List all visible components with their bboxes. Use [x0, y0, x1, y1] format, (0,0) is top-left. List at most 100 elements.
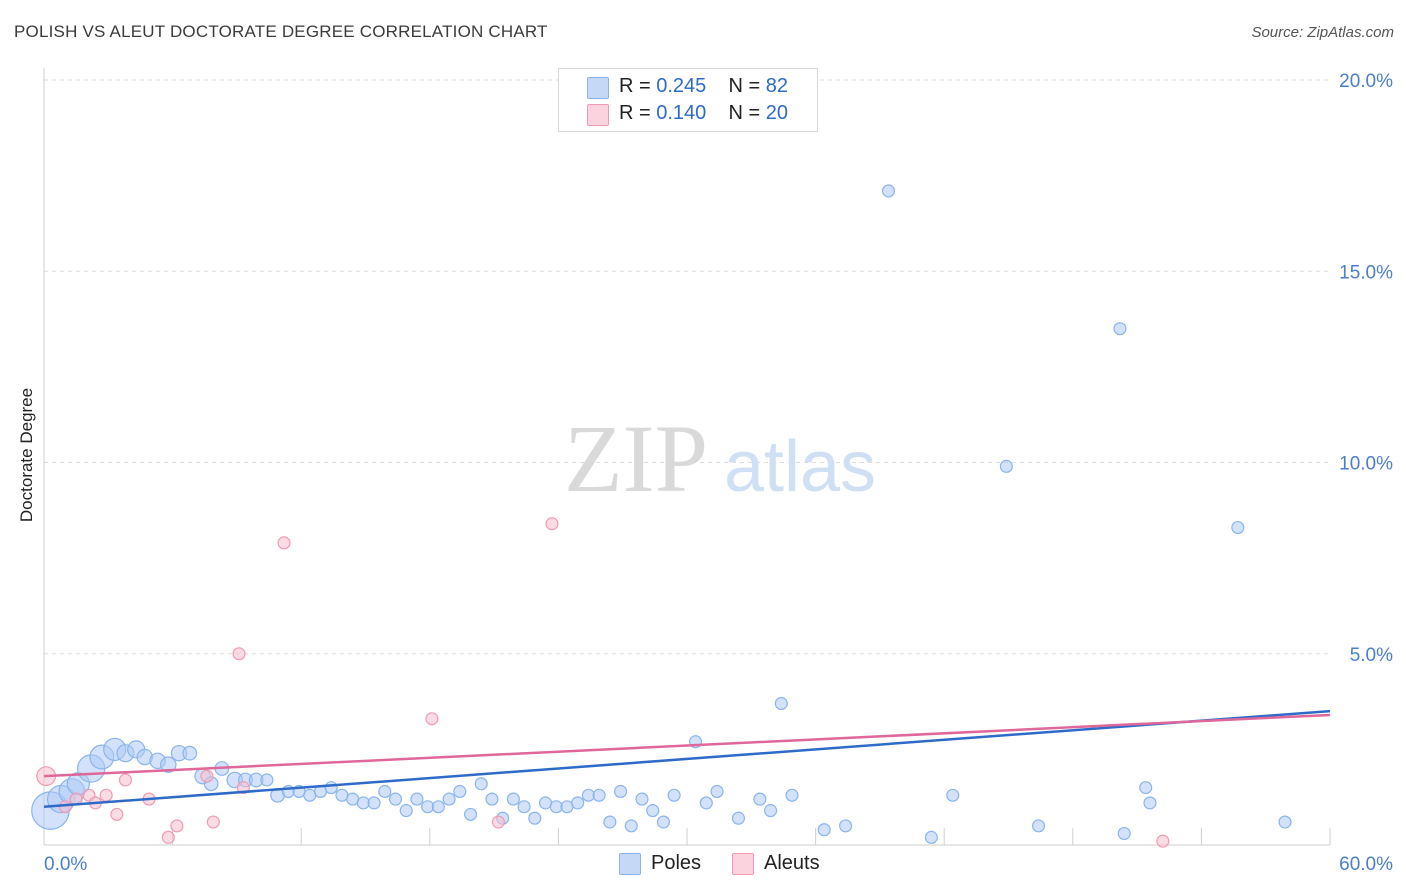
point-poles — [260, 773, 274, 787]
stats-box: R = 0.245 N = 82 R = 0.140 N = 20 — [558, 68, 818, 132]
point-aleuts — [200, 769, 214, 783]
point-aleuts — [425, 712, 439, 726]
point-poles — [442, 792, 456, 806]
point-aleuts — [161, 830, 175, 844]
point-poles — [378, 784, 392, 798]
point-poles — [603, 815, 617, 829]
legend-aleuts-swatch — [732, 853, 754, 875]
point-poles — [1113, 322, 1127, 336]
point-aleuts — [206, 815, 220, 829]
point-poles — [324, 781, 338, 795]
point-poles — [1143, 796, 1157, 810]
point-poles — [881, 184, 896, 198]
point-poles — [1139, 781, 1153, 795]
point-poles — [785, 788, 799, 802]
legend-aleuts-label: Aleuts — [764, 852, 820, 874]
point-poles — [656, 815, 670, 829]
point-poles — [646, 804, 660, 818]
y-tick-label: 5.0% — [1350, 645, 1393, 666]
point-poles — [538, 796, 553, 810]
point-poles — [764, 804, 778, 818]
watermark-zip: ZIP — [564, 405, 708, 512]
poles-r-label: R = — [619, 75, 657, 97]
tick-labels: 5.0% 10.0% 15.0% 20.0% 0.0% 60.0% — [44, 71, 1393, 875]
point-poles — [560, 800, 574, 814]
point-poles — [635, 792, 649, 806]
point-poles — [335, 788, 349, 802]
point-poles — [485, 792, 499, 806]
point-poles — [839, 819, 853, 833]
point-aleuts — [545, 517, 559, 531]
point-poles — [367, 796, 381, 810]
point-poles — [182, 745, 198, 761]
point-poles — [346, 792, 360, 806]
point-poles — [710, 784, 724, 798]
point-poles — [160, 756, 177, 773]
chart-title: POLISH VS ALEUT DOCTORATE DEGREE CORRELA… — [14, 22, 548, 41]
aleuts-n-value: 20 — [765, 102, 789, 124]
point-aleuts — [110, 807, 124, 821]
point-aleuts — [232, 647, 246, 661]
point-poles — [410, 792, 424, 806]
point-poles — [946, 788, 960, 802]
aleuts-r-label: R = — [619, 102, 657, 124]
point-poles — [774, 696, 788, 711]
point-poles — [1031, 819, 1046, 833]
y-tick-label: 10.0% — [1339, 454, 1393, 475]
point-aleuts — [58, 800, 72, 814]
point-aleuts — [1156, 834, 1170, 848]
axes — [43, 68, 1331, 846]
point-poles — [614, 784, 628, 798]
point-poles — [1278, 815, 1292, 829]
watermark: ZIP atlas — [564, 405, 876, 512]
point-poles — [549, 800, 563, 814]
point-poles — [1117, 826, 1131, 841]
y-tick-label: 20.0% — [1339, 71, 1393, 92]
poles-r-value: 0.245 — [656, 75, 707, 97]
point-poles — [421, 800, 435, 814]
poles-n-label: N = — [728, 75, 766, 97]
point-poles — [592, 788, 606, 802]
point-poles — [517, 800, 531, 814]
trend-line-aleuts — [43, 713, 1331, 778]
point-poles — [356, 796, 370, 810]
point-poles — [474, 777, 488, 791]
point-poles — [999, 459, 1013, 473]
point-poles — [506, 792, 520, 806]
legend: Poles Aleuts — [0, 852, 1406, 878]
legend-poles-swatch — [619, 853, 641, 875]
point-poles — [388, 792, 403, 806]
point-poles — [571, 796, 585, 810]
watermark-atlas: atlas — [724, 427, 876, 507]
point-poles — [924, 830, 938, 844]
point-poles — [581, 788, 595, 802]
data-points — [31, 184, 1292, 848]
aleuts-swatch — [587, 104, 609, 126]
point-poles — [1231, 520, 1245, 535]
point-aleuts — [491, 815, 505, 829]
aleuts-n-label: N = — [728, 102, 766, 124]
y-tick-label: 15.0% — [1339, 262, 1393, 283]
point-aleuts — [170, 819, 184, 833]
poles-n-value: 82 — [765, 75, 789, 97]
point-poles — [699, 796, 713, 810]
poles-swatch — [587, 77, 609, 99]
point-poles — [399, 804, 413, 818]
source-label: Source: ZipAtlas.com — [1251, 24, 1394, 41]
trend-line-poles — [43, 709, 1331, 808]
x-tick-label: 60.0% — [1339, 854, 1393, 875]
point-poles — [463, 807, 478, 821]
point-poles — [431, 800, 445, 814]
point-aleuts — [277, 536, 291, 550]
point-poles — [753, 792, 767, 806]
point-poles — [624, 819, 638, 833]
point-aleuts — [99, 788, 113, 802]
point-poles — [731, 811, 745, 825]
legend-poles-label: Poles — [651, 852, 702, 874]
trend-lines — [43, 709, 1331, 808]
point-poles — [817, 823, 831, 837]
point-poles — [303, 788, 317, 802]
point-aleuts — [118, 773, 132, 787]
point-poles — [453, 784, 467, 798]
